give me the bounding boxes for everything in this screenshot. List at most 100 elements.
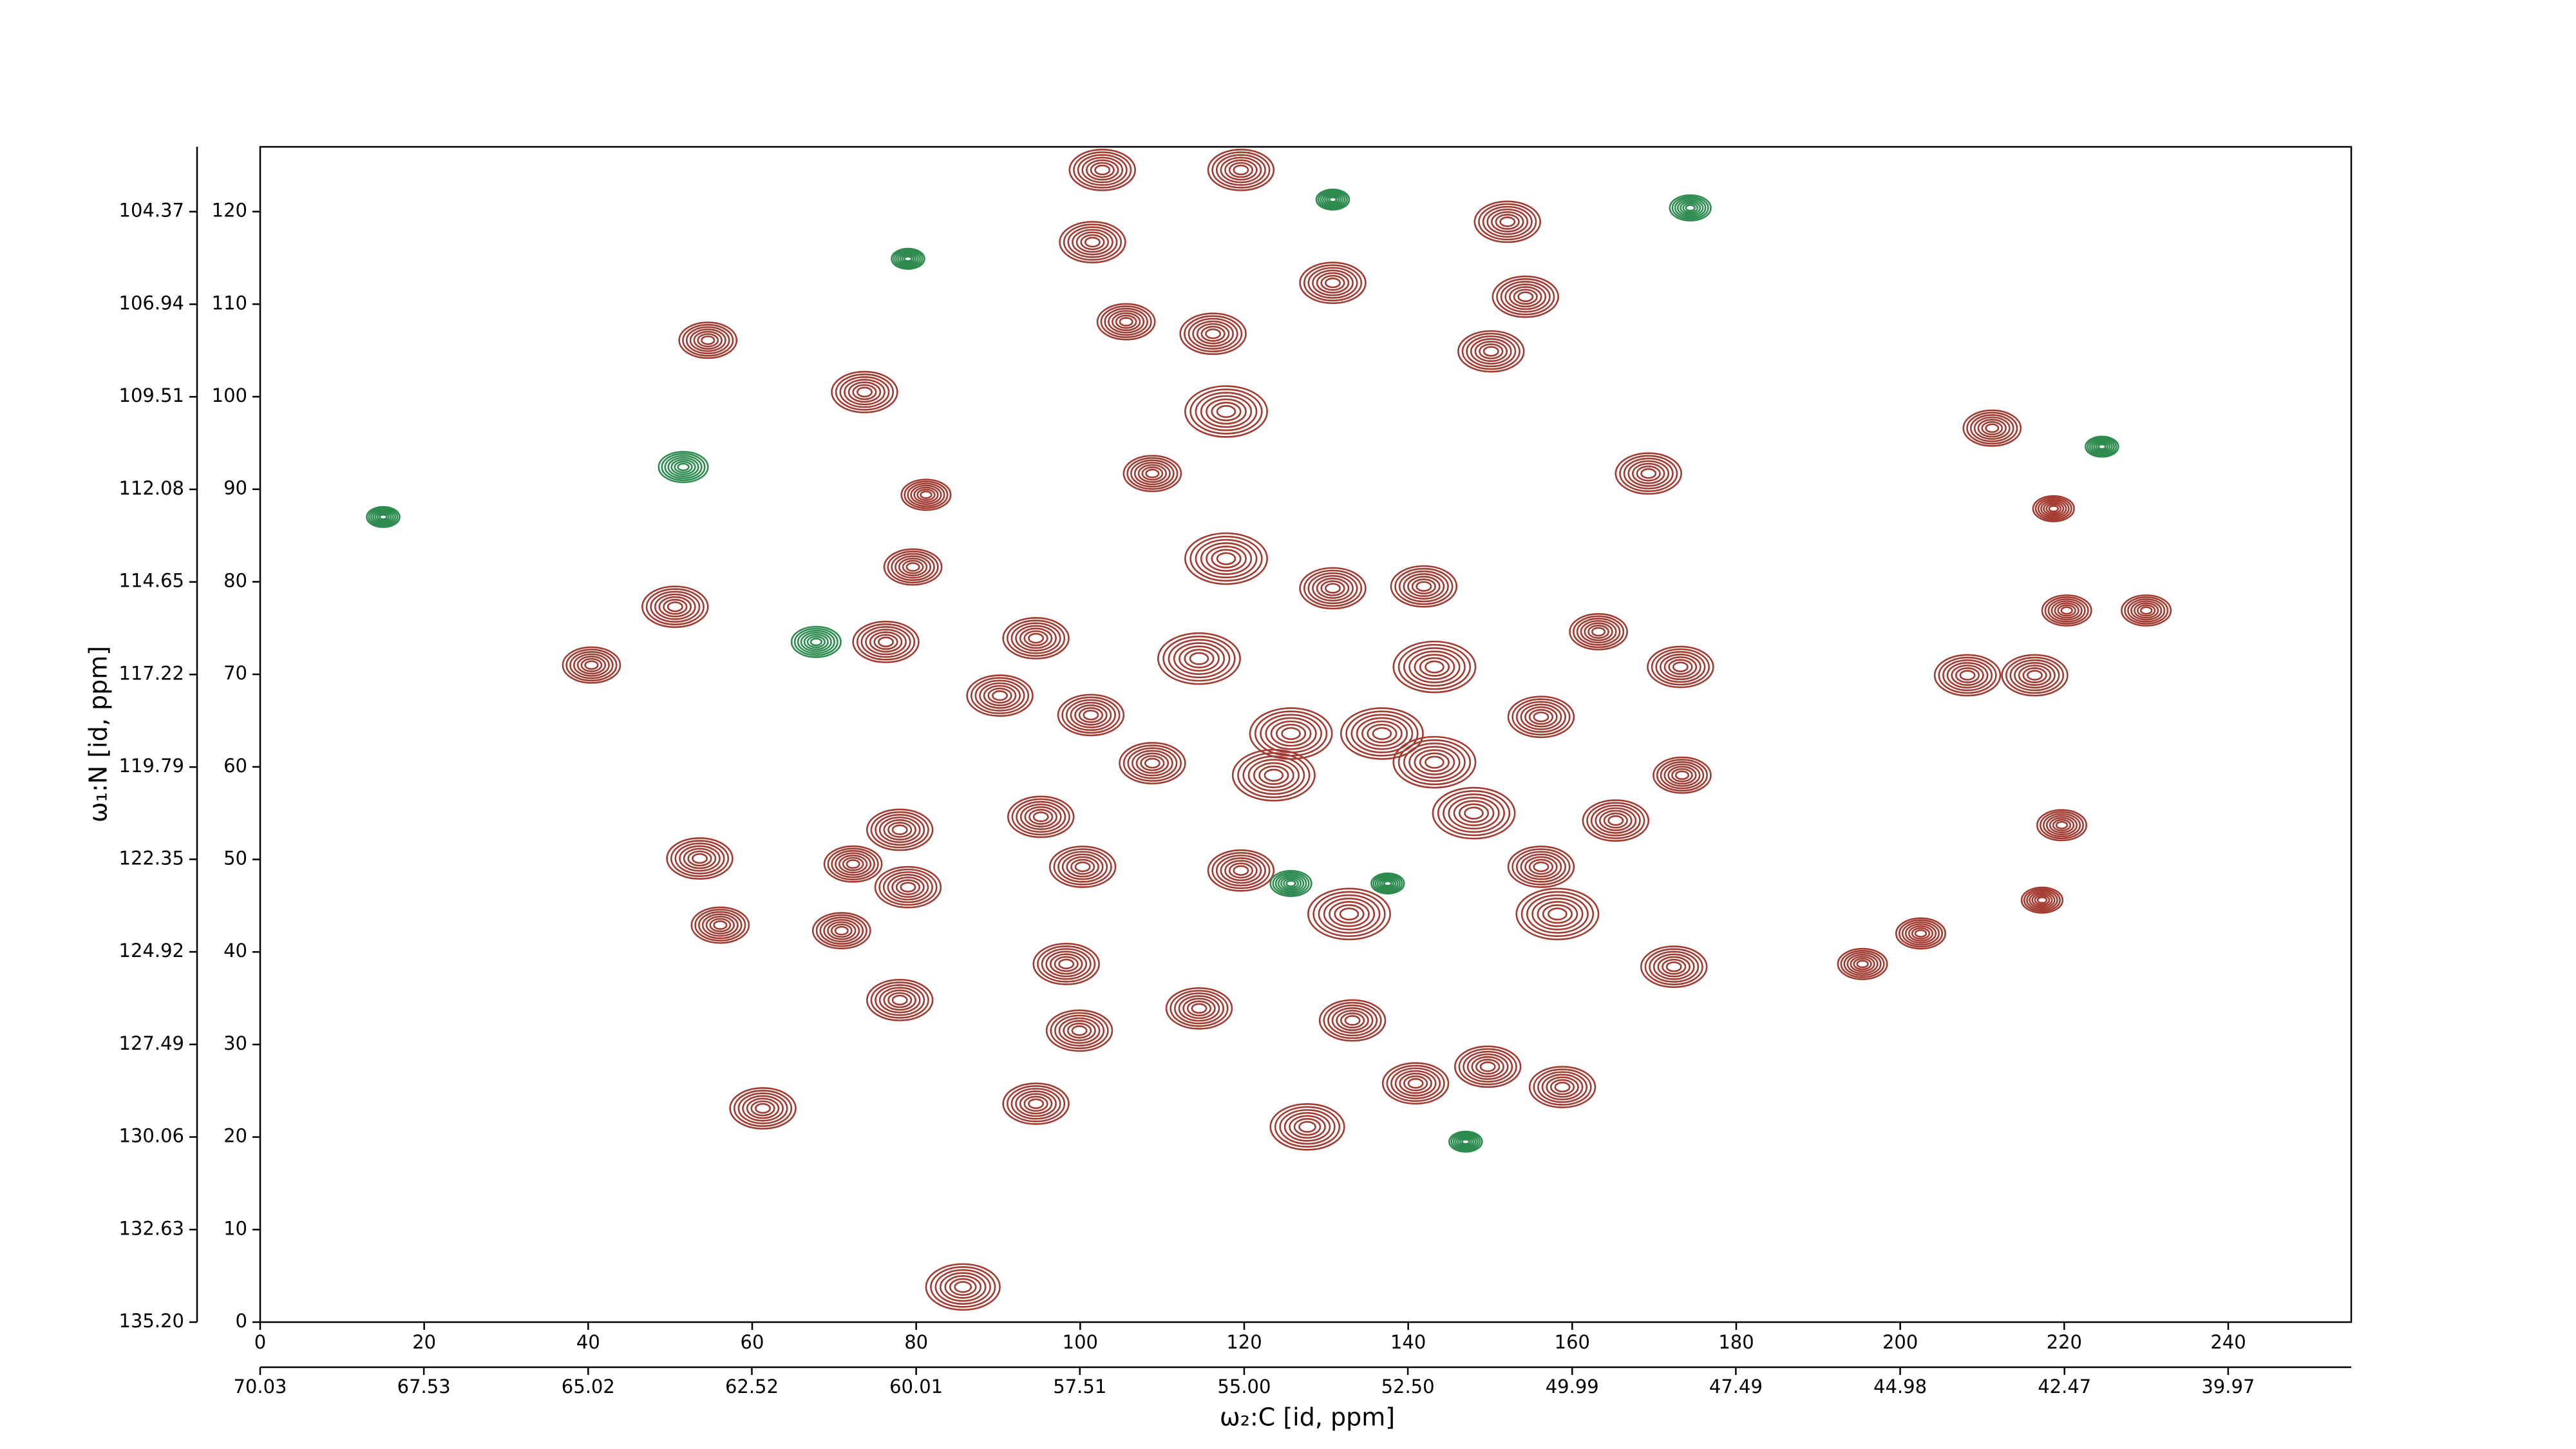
contour-ring	[1680, 201, 1701, 215]
contour-ring	[1667, 766, 1697, 785]
contour-ring	[682, 323, 734, 357]
contour-ring	[1528, 1066, 1596, 1108]
y-tick-label: 70	[223, 662, 247, 684]
contour-ring	[2087, 437, 2117, 457]
contour-ring	[1057, 851, 1108, 883]
contour-ring	[1141, 466, 1164, 481]
contour-ring	[883, 819, 916, 840]
peak	[1432, 786, 1516, 840]
contour-ring	[897, 251, 919, 266]
contour-ring	[1457, 1135, 1475, 1148]
contour-ring	[2093, 440, 2111, 453]
contour-ring	[1490, 211, 1524, 232]
x-tick-label: 20	[412, 1331, 436, 1353]
contour-ring	[2052, 819, 2072, 831]
contour-ring	[1173, 642, 1226, 676]
peak	[1569, 613, 1628, 650]
contour-ring	[1269, 869, 1312, 897]
contour-ring	[1507, 696, 1575, 739]
contour-ring	[1390, 565, 1458, 608]
contour-ring	[1006, 620, 1066, 657]
contour-ring	[1104, 307, 1148, 336]
contour-ring	[1196, 323, 1230, 345]
contour-ring	[1316, 577, 1350, 599]
contour-ring	[913, 486, 939, 503]
contour-ring	[2124, 596, 2169, 625]
contour-ring	[701, 913, 739, 937]
contour-ring	[2005, 656, 2065, 694]
contour-ring	[902, 560, 924, 574]
contour-ring	[1541, 1074, 1584, 1101]
contour-ring	[2034, 895, 2050, 905]
contour-ring	[891, 247, 925, 270]
contour-ring	[1145, 468, 1160, 478]
contour-ring	[1676, 199, 1704, 217]
contour-ring	[1293, 1118, 1321, 1136]
peak	[1122, 455, 1182, 493]
contour-ring	[1283, 1112, 1331, 1142]
contour-ring	[1326, 195, 1340, 204]
contour-ring	[1398, 570, 1449, 603]
contour-ring	[1011, 798, 1070, 836]
contour-ring	[1126, 457, 1179, 490]
contour-ring	[1019, 627, 1053, 649]
contour-ring	[1671, 768, 1693, 782]
contour-ring	[1381, 1062, 1450, 1105]
contour-ring	[1454, 1045, 1522, 1088]
contour-ring	[1179, 312, 1247, 355]
contour-ring	[1071, 1025, 1088, 1036]
y2-tick-label: 132.63	[119, 1217, 184, 1239]
contour-ring	[1078, 706, 1104, 723]
contour-ring	[883, 989, 916, 1011]
peak	[690, 906, 750, 944]
contour-ring	[1379, 877, 1397, 889]
contour-ring	[1647, 645, 1714, 688]
contour-ring	[1615, 452, 1682, 495]
contour-ring	[2041, 594, 2092, 627]
contour-ring	[1016, 800, 1066, 833]
contour-ring	[1323, 194, 1342, 205]
contour-ring	[372, 509, 394, 524]
contour-ring	[1586, 802, 1645, 839]
contour-ring	[1173, 992, 1224, 1025]
y-tick-label: 50	[223, 847, 247, 869]
contour-ring	[1644, 948, 1703, 985]
contour-ring	[1211, 401, 1242, 422]
contour-ring	[873, 634, 898, 650]
contour-ring	[1671, 196, 1709, 220]
x2-tick-label: 44.98	[1873, 1376, 1927, 1397]
contour-ring	[670, 459, 696, 475]
contour-ring	[1195, 392, 1258, 431]
contour-ring	[2018, 665, 2052, 686]
contour-ring	[1419, 657, 1450, 677]
contour-ring	[573, 653, 610, 677]
contour-ring	[1321, 192, 1344, 207]
contour-ring	[835, 852, 872, 876]
contour-ring	[1479, 1061, 1496, 1072]
contour-ring	[1063, 223, 1122, 261]
peak	[2001, 654, 2069, 697]
contour-ring	[1023, 630, 1048, 647]
contour-ring	[658, 451, 709, 484]
y-tick-label: 30	[223, 1032, 247, 1054]
contour-ring	[1640, 945, 1708, 989]
contour-ring	[1846, 954, 1879, 974]
contour-ring	[866, 979, 934, 1021]
contour-ring	[1325, 583, 1341, 594]
contour-ring	[1464, 806, 1484, 820]
contour-ring	[823, 918, 860, 943]
contour-ring	[1685, 204, 1696, 212]
contour-ring	[698, 911, 743, 940]
contour-ring	[1334, 904, 1365, 924]
contour-ring	[954, 1281, 972, 1293]
contour-ring	[1010, 622, 1061, 654]
contour-ring	[1584, 622, 1613, 641]
contour-ring	[1137, 464, 1168, 483]
contour-ring	[693, 330, 723, 350]
peak	[1318, 999, 1387, 1042]
contour-ring	[842, 857, 864, 871]
contour-ring	[1061, 696, 1121, 734]
contour-ring	[2043, 502, 2065, 516]
contour-ring	[1479, 343, 1504, 359]
contour-ring	[569, 650, 614, 679]
